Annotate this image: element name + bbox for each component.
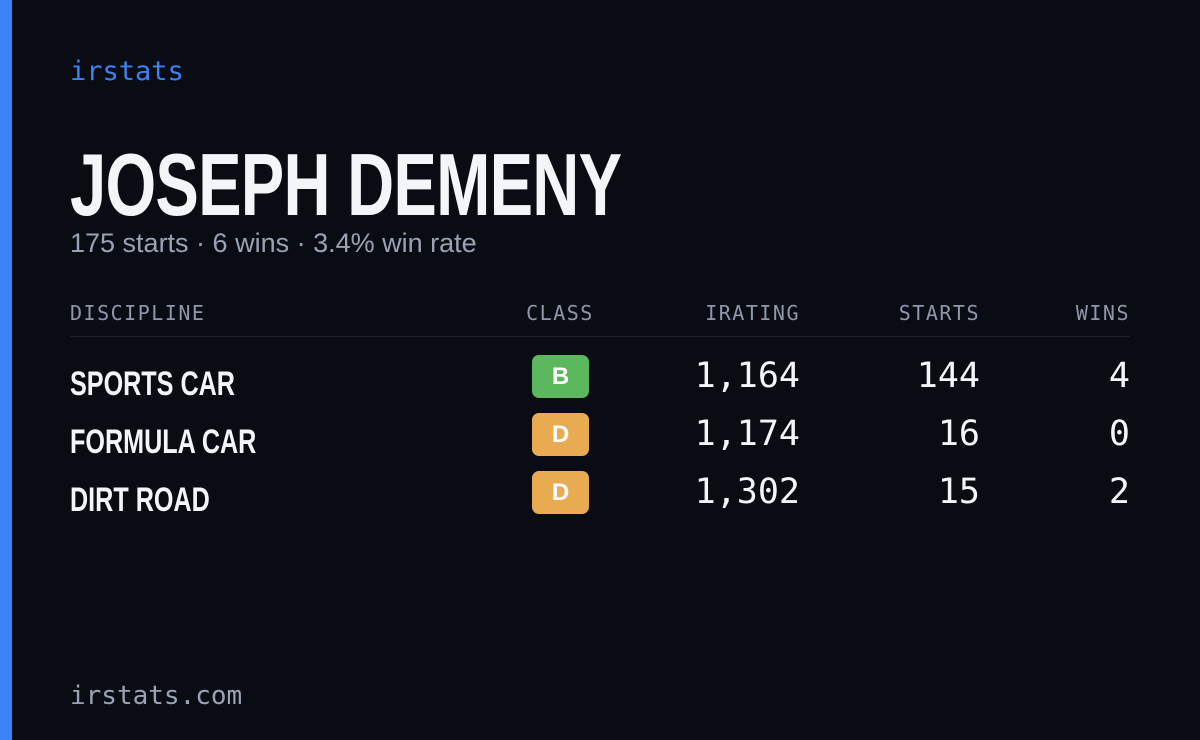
column-header: WINS [1075,301,1130,325]
header-rule [70,336,1130,337]
discipline: FORMULA CAR [70,423,257,461]
column-header: STARTS [898,301,980,325]
footer: irstats.com [70,681,243,711]
discipline: DIRT ROAD [70,481,210,519]
accent-bar [0,0,12,740]
stat-value: 4 [1108,356,1130,396]
stat-value: 144 [916,356,980,396]
driver-name: JOSEPH DEMENY [70,135,622,234]
stat-value: 0 [1108,414,1130,454]
stat-value: 1,164 [694,356,800,396]
stat-value: 15 [937,472,980,512]
stat-value: 16 [937,414,980,454]
class-badge: D [532,471,589,514]
class-badge: B [532,355,589,398]
driver-summary: 175 starts · 6 wins · 3.4% win rate [70,228,477,258]
class-badge: D [532,413,589,456]
brand: irstats [70,56,184,87]
stat-value: 2 [1108,472,1130,512]
stat-value: 1,174 [694,414,800,454]
column-header: CLASS [526,301,594,325]
column-header: DISCIPLINE [70,301,206,325]
stat-value: 1,302 [694,472,800,512]
discipline: SPORTS CAR [70,365,235,403]
column-header: IRATING [705,301,800,325]
